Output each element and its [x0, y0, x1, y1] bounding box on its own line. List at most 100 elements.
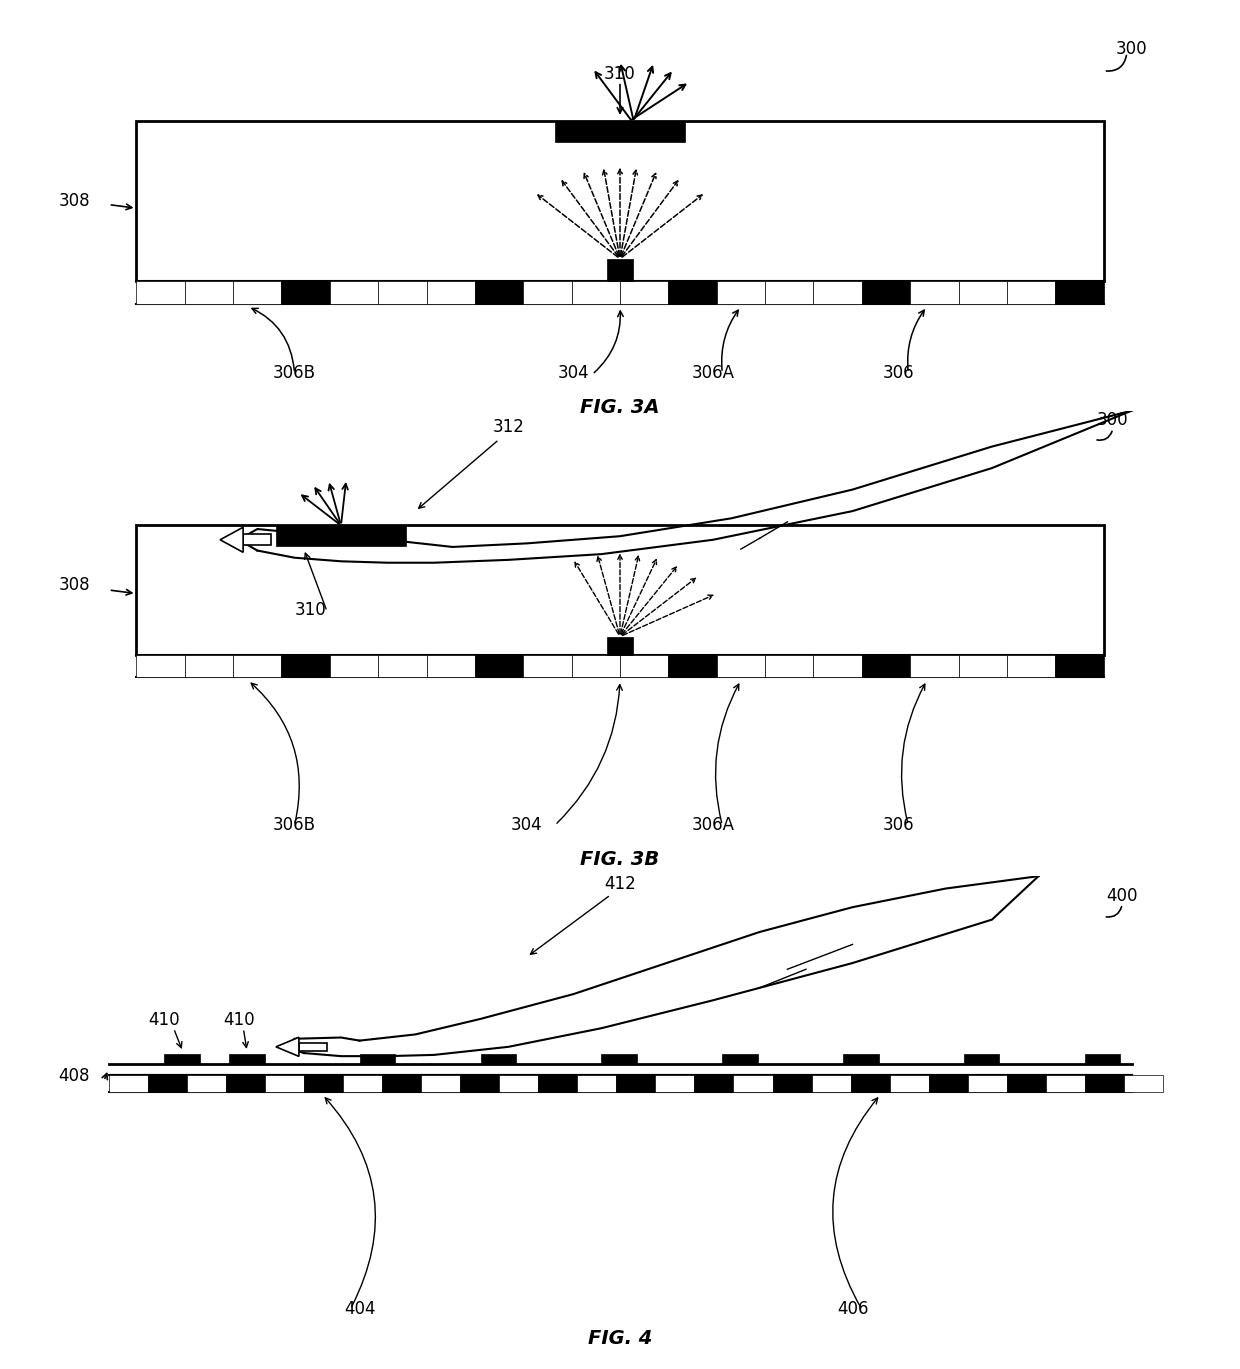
- Bar: [572, 281, 620, 304]
- Bar: [765, 654, 813, 678]
- Text: 306: 306: [883, 364, 915, 382]
- Bar: [109, 1075, 148, 1092]
- Bar: [475, 281, 523, 304]
- Text: 304: 304: [511, 816, 543, 834]
- Text: 308: 308: [58, 192, 91, 209]
- Bar: [360, 1054, 394, 1064]
- Polygon shape: [221, 527, 243, 552]
- Bar: [281, 654, 330, 678]
- Bar: [185, 654, 233, 678]
- Bar: [1045, 1075, 1085, 1092]
- Text: 306: 306: [883, 816, 915, 834]
- Bar: [862, 281, 910, 304]
- Text: 306B: 306B: [273, 816, 316, 834]
- Bar: [164, 1054, 200, 1064]
- Bar: [1007, 281, 1055, 304]
- Text: 300: 300: [1116, 40, 1147, 57]
- Bar: [304, 1075, 342, 1092]
- Bar: [910, 281, 959, 304]
- Bar: [1007, 1075, 1045, 1092]
- Bar: [765, 281, 813, 304]
- Text: 400: 400: [1106, 887, 1138, 905]
- Bar: [616, 1075, 655, 1092]
- Bar: [717, 654, 765, 678]
- Bar: [281, 281, 330, 304]
- Bar: [148, 1075, 186, 1092]
- Polygon shape: [275, 1038, 299, 1057]
- Bar: [813, 654, 862, 678]
- Bar: [694, 1075, 733, 1092]
- Bar: [523, 281, 572, 304]
- Bar: [889, 1075, 929, 1092]
- Text: 310: 310: [604, 66, 636, 84]
- Bar: [420, 1075, 460, 1092]
- Text: 412: 412: [604, 875, 636, 893]
- Bar: [1055, 281, 1104, 304]
- Bar: [136, 654, 185, 678]
- Text: 306B: 306B: [273, 364, 316, 382]
- Bar: [136, 281, 185, 304]
- Text: 410: 410: [223, 1012, 254, 1029]
- Bar: [275, 526, 405, 545]
- Bar: [608, 259, 634, 281]
- Bar: [265, 1075, 304, 1092]
- Bar: [668, 281, 717, 304]
- Bar: [577, 1075, 616, 1092]
- Bar: [1085, 1054, 1121, 1064]
- Bar: [620, 281, 668, 304]
- Text: 410: 410: [149, 1012, 180, 1029]
- Text: 306A: 306A: [692, 364, 734, 382]
- Bar: [185, 281, 233, 304]
- Bar: [811, 1075, 851, 1092]
- Bar: [668, 654, 717, 678]
- Bar: [233, 281, 281, 304]
- Bar: [460, 1075, 498, 1092]
- Bar: [427, 281, 475, 304]
- Bar: [620, 654, 668, 678]
- Bar: [601, 1054, 637, 1064]
- Bar: [299, 1043, 327, 1051]
- Bar: [813, 281, 862, 304]
- Bar: [330, 281, 378, 304]
- Bar: [382, 1075, 420, 1092]
- Bar: [959, 281, 1007, 304]
- Text: 304: 304: [558, 364, 589, 382]
- Text: 312: 312: [492, 418, 525, 437]
- Text: 404: 404: [343, 1299, 376, 1318]
- Bar: [843, 1054, 878, 1064]
- Bar: [427, 654, 475, 678]
- Bar: [378, 281, 427, 304]
- Bar: [233, 654, 281, 678]
- Bar: [226, 1075, 264, 1092]
- Bar: [538, 1075, 577, 1092]
- Bar: [722, 1054, 758, 1064]
- Bar: [378, 654, 427, 678]
- Bar: [572, 654, 620, 678]
- Bar: [929, 1075, 967, 1092]
- Bar: [967, 1075, 1007, 1092]
- Bar: [498, 1075, 538, 1092]
- Bar: [1055, 654, 1104, 678]
- Bar: [965, 1054, 999, 1064]
- Bar: [243, 534, 272, 545]
- Bar: [1123, 1075, 1163, 1092]
- Bar: [862, 654, 910, 678]
- Bar: [136, 122, 1104, 281]
- Bar: [475, 654, 523, 678]
- Text: 306A: 306A: [692, 816, 734, 834]
- Bar: [481, 1054, 516, 1064]
- Bar: [733, 1075, 773, 1092]
- Bar: [342, 1075, 382, 1092]
- Bar: [959, 654, 1007, 678]
- Text: 300: 300: [1097, 411, 1128, 428]
- Text: FIG. 4: FIG. 4: [588, 1329, 652, 1348]
- Bar: [773, 1075, 811, 1092]
- Text: FIG. 3B: FIG. 3B: [580, 850, 660, 868]
- Bar: [136, 526, 1104, 654]
- Bar: [717, 281, 765, 304]
- Bar: [1085, 1075, 1123, 1092]
- Bar: [608, 637, 634, 654]
- Bar: [851, 1075, 889, 1092]
- Text: FIG. 3A: FIG. 3A: [580, 397, 660, 416]
- Bar: [910, 654, 959, 678]
